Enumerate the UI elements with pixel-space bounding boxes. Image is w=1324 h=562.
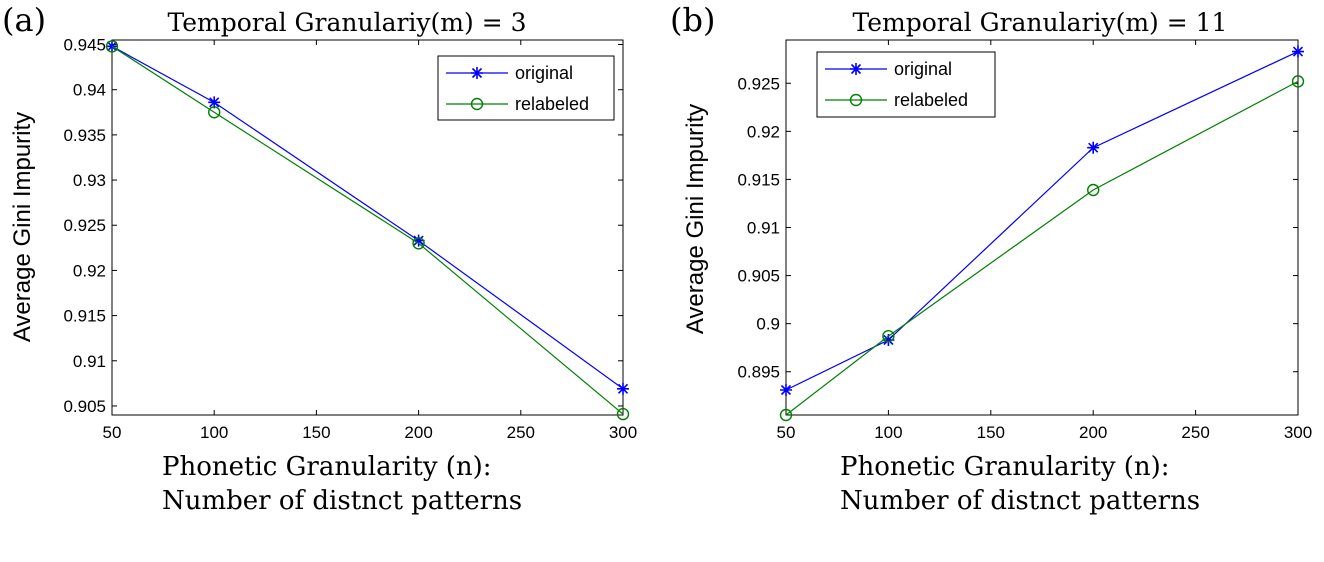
chart-b-legend-relabeled-label: relabeled (894, 90, 968, 110)
chart-b-xtick-label: 200 (1079, 423, 1107, 442)
chart-a-legend-box (437, 55, 615, 121)
chart-b-series-relabeled-point (1086, 183, 1100, 197)
chart-a-legend-original-marker (471, 67, 483, 79)
chart-a-axes: 50 100 150 200 250 300 0.905 0.91 0.915 0.92 0.925… (63, 36, 637, 442)
chart-a-series-original-point (617, 382, 629, 395)
chart-a-ytick-label: 0.945 (63, 36, 106, 55)
chart-a-ytick-label: 0.905 (63, 397, 106, 416)
chart-b-ytick-label: 0.915 (737, 170, 780, 189)
chart-a-series-relabeled-point (616, 407, 630, 421)
chart-a-series-relabeled-point (105, 40, 119, 53)
chart-a-legend-original-label: original (515, 63, 573, 83)
chart-a-series-original-line (111, 45, 624, 390)
chart-b-xlabel-line1: Phonetic Granularity (n): (840, 452, 1170, 482)
chart-b-series-relabeled-point (1291, 75, 1305, 88)
chart-a: (a) Temporal Granulariy(m) = 3 Average G… (2, 1, 637, 516)
chart-a-series-original-point (208, 96, 221, 109)
chart-a-ytick-label: 0.91 (73, 352, 106, 371)
chart-a-ytick-label: 0.92 (73, 261, 106, 280)
chart-a-xtick-label: 100 (200, 423, 228, 442)
chart-b-ytick-label: 0.905 (737, 267, 780, 286)
chart-b-xtick-label: 100 (874, 423, 902, 442)
chart-b-xtick-label: 250 (1181, 423, 1209, 442)
panel-label-a: (a) (2, 1, 46, 39)
chart-a-series-original-point (412, 234, 425, 247)
chart-a-legend-relabeled-label: relabeled (515, 94, 589, 114)
chart-a-xtick-label: 250 (507, 423, 535, 442)
chart-b-ytick-label: 0.925 (737, 74, 780, 93)
chart-b-series-original-point (882, 334, 895, 346)
chart-b-ylabel: Average Gini Impurity (682, 104, 709, 334)
panel-label-b: (b) (670, 1, 715, 39)
chart-a-xtick-label: 150 (302, 423, 330, 442)
chart-b-series-original-point (780, 384, 792, 396)
chart-b-title: Temporal Granulariy(m) = 11 (853, 8, 1228, 37)
chart-a-ytick-label: 0.925 (63, 216, 106, 235)
chart-b-xtick-label: 50 (777, 423, 796, 442)
chart-a-ytick-label: 0.93 (73, 171, 106, 190)
chart-b-series-original-line (785, 50, 1299, 391)
chart-b-legend-original-marker (850, 63, 862, 75)
chart-b-series-original-point (1292, 45, 1304, 58)
chart-b-series-relabeled-point (882, 329, 895, 343)
chart-a-xtick-label: 300 (609, 423, 637, 442)
chart-b-series-relabeled-line (785, 80, 1299, 416)
chart-b-legend-relabeled-marker (849, 93, 863, 107)
chart-b-ytick-label: 0.92 (747, 122, 780, 141)
chart-a-series-relabeled-line (111, 45, 624, 415)
chart-b-legend-original-label: original (894, 59, 952, 79)
chart-a-legend: original relabeled (437, 55, 615, 121)
chart-b-series-original-point (1087, 141, 1100, 154)
chart-b: (b) Temporal Granulariy(m) = 11 Average … (670, 1, 1312, 516)
chart-a-plot-frame (111, 39, 624, 416)
chart-a-ylabel: Average Gini Impurity (9, 112, 36, 342)
chart-a-xlabel-line2: Number of distnct patterns (162, 486, 522, 516)
chart-a-series-original-point (106, 40, 118, 53)
chart-a-series-relabeled-point (207, 106, 221, 119)
chart-b-legend: original relabeled (816, 51, 996, 118)
chart-a-ytick-label: 0.94 (73, 81, 106, 100)
chart-b-ytick-label: 0.91 (747, 219, 780, 238)
chart-b-axes: 50 100 150 200 250 300 0.895 0.9 0.905 0.91 0.915 0… (737, 39, 1312, 442)
chart-b-series-relabeled-point (779, 408, 793, 422)
chart-b-xtick-label: 300 (1284, 423, 1312, 442)
chart-b-ytick-label: 0.9 (756, 315, 780, 334)
chart-a-xlabel-line1: Phonetic Granularity (n): (162, 452, 492, 482)
chart-a-xtick-label: 50 (103, 423, 122, 442)
chart-b-series (779, 45, 1305, 422)
chart-a-xtick-label: 200 (404, 423, 432, 442)
chart-a-series (105, 40, 630, 421)
chart-a-ytick-label: 0.915 (63, 307, 106, 326)
chart-b-ytick-label: 0.895 (737, 363, 780, 382)
chart-a-series-relabeled-point (412, 237, 425, 250)
chart-b-legend-box (816, 51, 996, 118)
chart-b-xtick-label: 150 (977, 423, 1005, 442)
chart-b-xlabel-line2: Number of distnct patterns (840, 486, 1200, 516)
chart-a-legend-relabeled-marker (470, 97, 484, 111)
chart-a-title: Temporal Granulariy(m) = 3 (167, 8, 526, 37)
chart-a-ytick-label: 0.935 (63, 126, 106, 145)
